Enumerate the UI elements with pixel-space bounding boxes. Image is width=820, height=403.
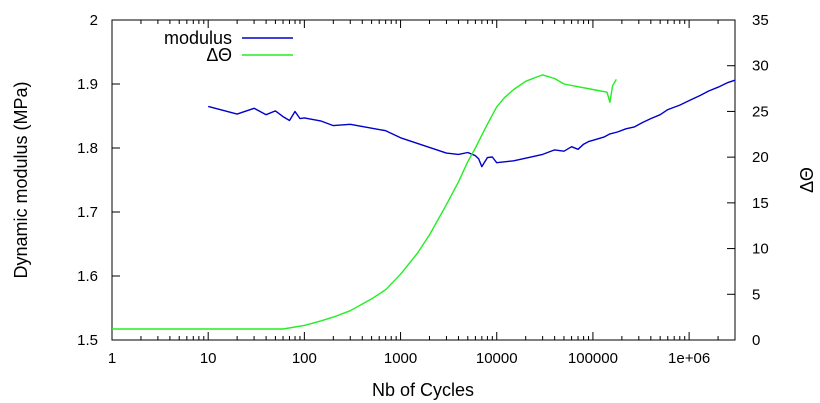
y-axis-title: Dynamic modulus (MPa)	[11, 81, 31, 278]
x-axis-ticks: 1 10 100 1000 10000 100000 1e+06	[108, 20, 736, 367]
legend-label-0: modulus	[164, 28, 232, 48]
y2-tick-label: 10	[752, 241, 769, 258]
series-line-1	[112, 74, 617, 330]
y-tick-label: 1.7	[77, 204, 98, 221]
y2-tick-label: 0	[752, 332, 760, 349]
series-line-0	[208, 79, 736, 168]
y2-tick-label: 25	[752, 103, 769, 120]
x-tick-label: 10	[200, 350, 217, 367]
x-tick-label: 100000	[568, 350, 618, 367]
y2-tick-label: 30	[752, 58, 769, 75]
x-tick-label: 10000	[476, 350, 518, 367]
series-layer	[112, 74, 736, 330]
y2-axis-title: ΔΘ	[797, 167, 817, 193]
y2-tick-label: 15	[752, 195, 769, 212]
y2-axis-ticks: 0 5 10 15 20 25 30 35	[727, 12, 769, 349]
y-tick-label: 1.9	[77, 76, 98, 93]
x-tick-label: 1	[108, 350, 116, 367]
legend-label-1: ΔΘ	[206, 45, 232, 65]
x-axis-title: Nb of Cycles	[372, 380, 474, 400]
y2-tick-label: 20	[752, 149, 769, 166]
y-axis-ticks: 1.5 1.6 1.7 1.8 1.9 2	[77, 12, 120, 349]
y-tick-label: 1.8	[77, 140, 98, 157]
y2-tick-label: 35	[752, 12, 769, 29]
y-tick-label: 2	[90, 12, 98, 29]
y-tick-label: 1.5	[77, 332, 98, 349]
x-tick-label: 1e+06	[668, 350, 710, 367]
y2-tick-label: 5	[752, 286, 760, 303]
plot-frame	[111, 19, 736, 341]
x-tick-label: 1000	[384, 350, 417, 367]
x-tick-label: 100	[292, 350, 317, 367]
y-tick-label: 1.6	[77, 268, 98, 285]
